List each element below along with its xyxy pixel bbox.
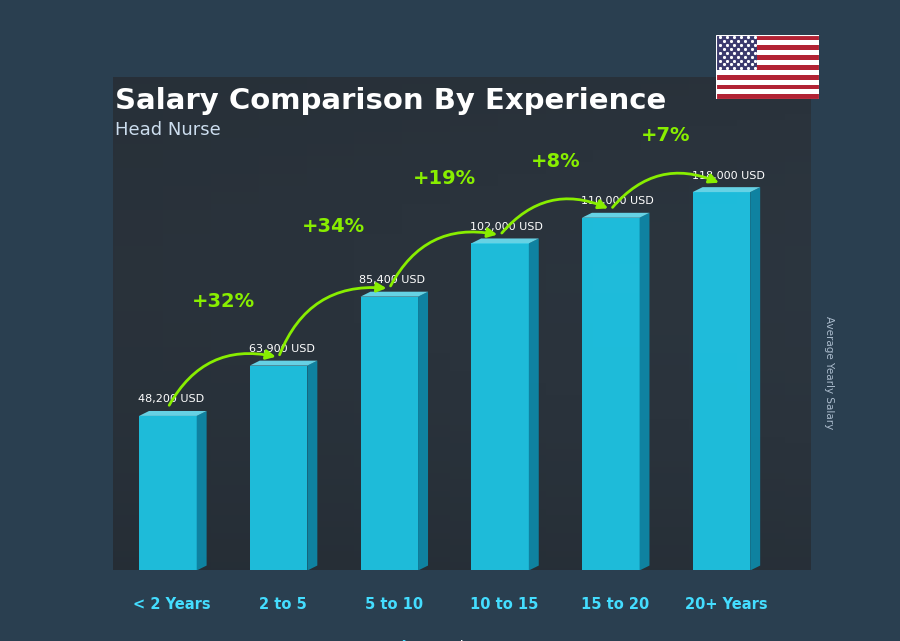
Polygon shape: [472, 244, 529, 570]
Bar: [716, 94, 819, 99]
Bar: [716, 79, 819, 85]
Text: 2 to 5: 2 to 5: [259, 597, 307, 612]
Polygon shape: [582, 213, 650, 218]
Text: +32%: +32%: [192, 292, 255, 311]
Polygon shape: [751, 187, 760, 570]
Text: < 2 Years: < 2 Years: [133, 597, 212, 612]
Text: explorer.com: explorer.com: [434, 640, 528, 641]
Polygon shape: [693, 192, 751, 570]
Polygon shape: [308, 361, 318, 570]
Bar: [716, 55, 819, 60]
Bar: [716, 85, 819, 90]
Bar: [716, 60, 819, 65]
Polygon shape: [693, 187, 760, 192]
Text: 5 to 10: 5 to 10: [364, 597, 423, 612]
Polygon shape: [250, 365, 308, 570]
Bar: [716, 40, 819, 45]
Bar: [716, 50, 819, 55]
Bar: [716, 65, 819, 70]
Text: 10 to 15: 10 to 15: [470, 597, 538, 612]
Text: Average Yearly Salary: Average Yearly Salary: [824, 317, 833, 429]
Text: 85,400 USD: 85,400 USD: [359, 275, 426, 285]
Polygon shape: [250, 361, 318, 365]
Bar: [716, 35, 757, 70]
Polygon shape: [140, 416, 196, 570]
Text: 118,000 USD: 118,000 USD: [691, 171, 764, 181]
Polygon shape: [582, 218, 640, 570]
Text: 48,200 USD: 48,200 USD: [138, 394, 204, 404]
Bar: [716, 70, 819, 75]
Text: salary: salary: [383, 640, 434, 641]
Text: +19%: +19%: [413, 169, 476, 188]
Bar: [716, 45, 819, 50]
Polygon shape: [140, 411, 207, 416]
Bar: [716, 90, 819, 94]
Text: +34%: +34%: [302, 217, 365, 237]
Text: 63,900 USD: 63,900 USD: [248, 344, 315, 354]
Polygon shape: [472, 238, 539, 244]
Text: 102,000 USD: 102,000 USD: [470, 222, 543, 232]
Text: +7%: +7%: [642, 126, 691, 145]
Bar: [716, 75, 819, 79]
Text: 15 to 20: 15 to 20: [581, 597, 649, 612]
Text: 110,000 USD: 110,000 USD: [580, 196, 653, 206]
Text: Head Nurse: Head Nurse: [114, 121, 220, 139]
Text: Salary Comparison By Experience: Salary Comparison By Experience: [114, 87, 666, 115]
Polygon shape: [361, 297, 419, 570]
Text: 20+ Years: 20+ Years: [685, 597, 767, 612]
Polygon shape: [418, 292, 428, 570]
Polygon shape: [529, 238, 539, 570]
Bar: [716, 35, 819, 40]
Polygon shape: [361, 292, 428, 297]
Polygon shape: [196, 411, 207, 570]
Polygon shape: [640, 213, 650, 570]
Text: +8%: +8%: [530, 151, 581, 171]
